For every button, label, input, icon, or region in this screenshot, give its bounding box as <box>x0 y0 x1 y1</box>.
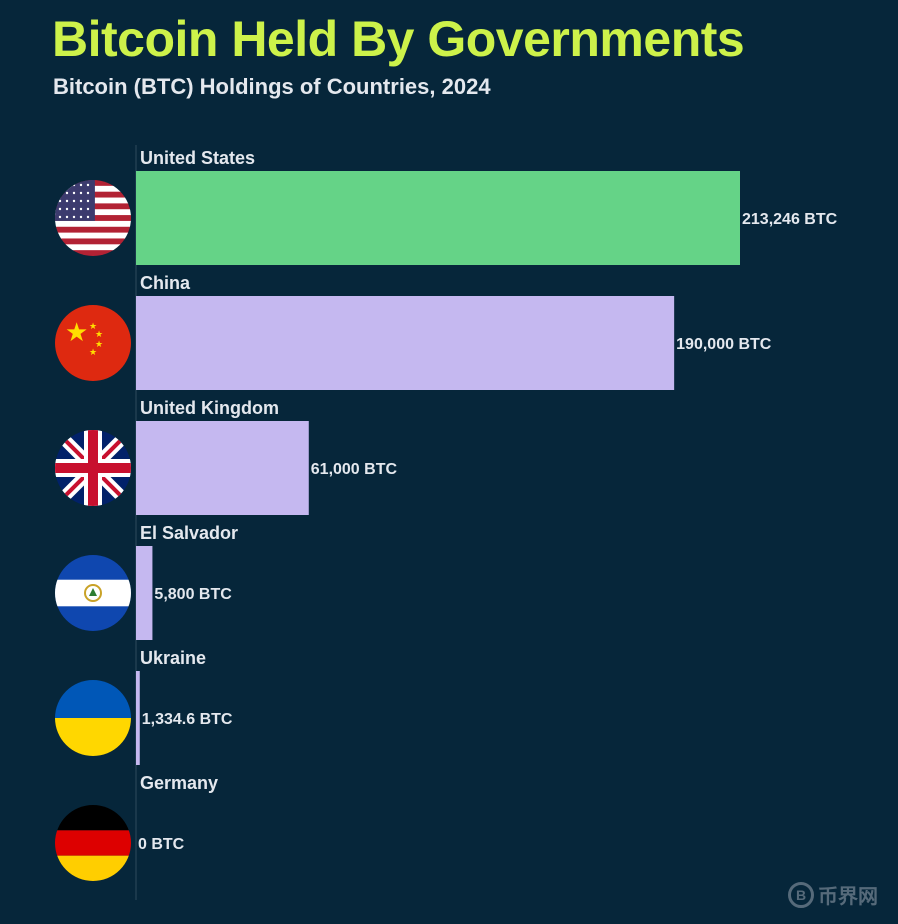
bar <box>136 546 153 640</box>
bar <box>136 671 140 765</box>
svg-text:★: ★ <box>95 339 103 349</box>
category-label: El Salvador <box>140 523 238 543</box>
svg-text:★: ★ <box>95 329 103 339</box>
us-flag-icon <box>55 180 131 256</box>
bar-row: Ukraine 1,334.6 BTC <box>55 648 233 765</box>
category-label: Ukraine <box>140 648 206 668</box>
bar-row: El Salvador 5,800 BTC <box>55 523 238 640</box>
svg-text:★: ★ <box>89 321 97 331</box>
value-label: 190,000 BTC <box>676 336 772 353</box>
el-salvador-flag-icon <box>55 555 131 631</box>
china-flag-icon: ★ ★★★★ <box>55 305 131 381</box>
svg-text:★: ★ <box>65 317 88 347</box>
bar-row: United States 213,246 BTC <box>55 148 838 265</box>
chart-title: Bitcoin Held By Governments <box>52 11 745 67</box>
value-label: 0 BTC <box>138 836 185 853</box>
ukraine-flag-icon <box>55 680 131 756</box>
uk-flag-icon <box>55 430 131 506</box>
category-label: Germany <box>140 773 218 793</box>
value-label: 5,800 BTC <box>154 586 232 603</box>
watermark: B 币界网 <box>788 880 878 909</box>
value-label: 1,334.6 BTC <box>142 711 233 728</box>
category-label: United States <box>140 148 255 168</box>
germany-flag-icon <box>55 805 131 881</box>
watermark-text: 币界网 <box>818 886 878 908</box>
bar <box>136 421 309 515</box>
bar-row: Germany 0 BTC <box>55 773 218 881</box>
value-label: 61,000 BTC <box>311 461 398 478</box>
value-label: 213,246 BTC <box>742 211 838 228</box>
bitcoin-icon: B <box>788 881 814 908</box>
bar-row: United Kingdom 61,000 BTC <box>55 398 397 515</box>
chart-subtitle: Bitcoin (BTC) Holdings of Countries, 202… <box>53 74 491 99</box>
bar <box>136 296 675 390</box>
category-label: United Kingdom <box>140 398 279 418</box>
bar <box>136 171 740 265</box>
category-label: China <box>140 273 191 293</box>
svg-text:★: ★ <box>89 347 97 357</box>
